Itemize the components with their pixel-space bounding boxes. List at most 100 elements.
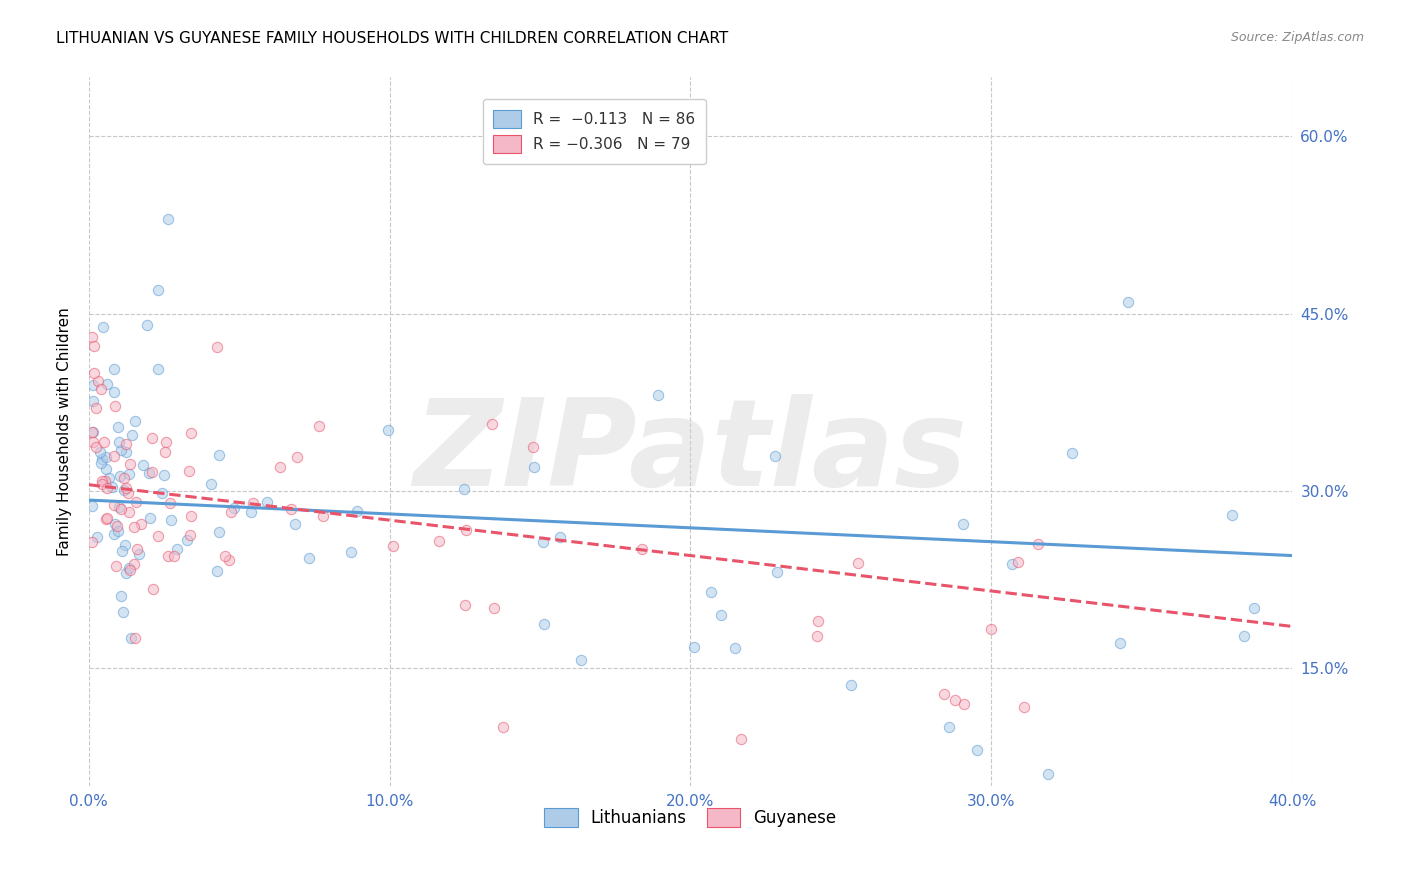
Point [148, 529, 170, 543]
Point [80, 425, 103, 439]
Point [90, 456, 112, 470]
Point [91, 320, 114, 334]
Point [839, 678, 862, 692]
Point [280, 502, 302, 516]
Point [153, 467, 176, 482]
Point [128, 547, 150, 561]
Point [1007, 555, 1029, 569]
Point [90, 451, 112, 466]
Point [112, 483, 135, 497]
Point [533, 535, 555, 549]
Point [730, 731, 752, 746]
Point [312, 509, 335, 524]
Point [86, 530, 108, 544]
Point [94, 512, 117, 526]
Point [180, 426, 202, 441]
Point [80, 535, 103, 549]
Point [724, 640, 747, 655]
Point [118, 561, 141, 575]
Point [87, 374, 110, 388]
Point [683, 640, 706, 655]
Point [242, 496, 264, 510]
Point [377, 423, 399, 437]
Point [205, 340, 228, 354]
Point [155, 445, 177, 459]
Point [269, 460, 291, 475]
Point [82, 425, 104, 439]
Text: ZIPatlas: ZIPatlas [413, 394, 967, 511]
Point [118, 506, 141, 520]
Point [104, 399, 127, 413]
Point [98, 471, 121, 485]
Point [159, 496, 181, 510]
Point [89, 444, 111, 458]
Text: LITHUANIAN VS GUYANESE FAMILY HOUSEHOLDS WITH CHILDREN CORRELATION CHART: LITHUANIAN VS GUYANESE FAMILY HOUSEHOLDS… [56, 31, 728, 46]
Point [966, 743, 988, 757]
Point [340, 544, 363, 558]
Point [943, 692, 966, 706]
Point [96, 481, 118, 495]
Point [710, 608, 733, 623]
Point [179, 528, 201, 542]
Point [205, 564, 228, 578]
Point [96, 450, 118, 465]
Point [308, 419, 330, 434]
Point [132, 458, 155, 472]
Point [83, 366, 105, 380]
Point [1222, 508, 1244, 522]
Text: Source: ZipAtlas.com: Source: ZipAtlas.com [1230, 31, 1364, 45]
Point [103, 362, 125, 376]
Point [93, 435, 115, 450]
Point [162, 549, 184, 563]
Point [103, 384, 125, 399]
Point [112, 471, 135, 485]
Point [110, 442, 132, 457]
Point [90, 474, 112, 488]
Point [484, 601, 506, 615]
Point [124, 631, 146, 645]
Point [108, 469, 131, 483]
Point [533, 616, 555, 631]
Point [82, 393, 104, 408]
Point [155, 434, 177, 449]
Point [157, 549, 180, 564]
Point [938, 720, 960, 734]
Point [1116, 294, 1139, 309]
Point [146, 362, 169, 376]
Point [846, 557, 869, 571]
Point [980, 623, 1002, 637]
Point [200, 477, 222, 491]
Point [150, 486, 173, 500]
Point [114, 539, 136, 553]
Point [285, 450, 308, 465]
Point [166, 542, 188, 557]
Point [148, 283, 170, 297]
Point [550, 530, 572, 544]
Point [110, 589, 132, 603]
Point [1001, 558, 1024, 572]
Point [82, 378, 104, 392]
Point [1243, 601, 1265, 615]
Point [115, 436, 138, 450]
Point [129, 516, 152, 531]
Point [84, 401, 107, 415]
Point [115, 566, 138, 580]
Point [180, 508, 202, 523]
Point [1060, 446, 1083, 460]
Point [159, 513, 181, 527]
Point [118, 457, 141, 471]
Point [138, 466, 160, 480]
Point [117, 486, 139, 500]
Point [107, 500, 129, 515]
Point [111, 606, 134, 620]
Point [121, 428, 143, 442]
Point [932, 687, 955, 701]
Point [107, 524, 129, 539]
Point [222, 500, 245, 515]
Point [1012, 699, 1035, 714]
Point [105, 558, 128, 573]
Point [124, 414, 146, 428]
Point [96, 511, 118, 525]
Point [114, 481, 136, 495]
Point [94, 474, 117, 488]
